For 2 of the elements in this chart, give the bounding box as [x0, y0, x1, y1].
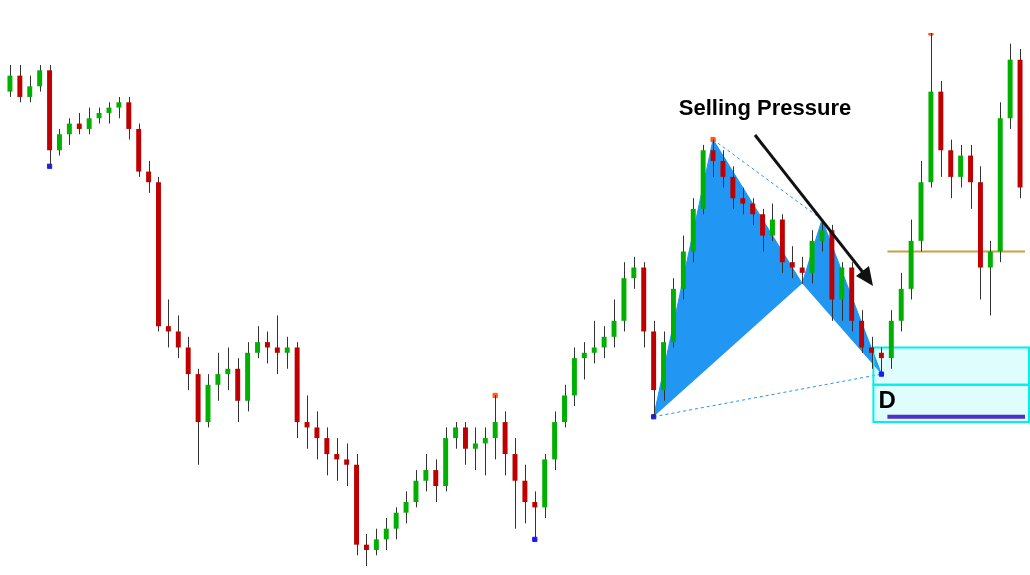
annotation: D: [878, 386, 896, 414]
annotation: Selling Pressure: [678, 95, 852, 121]
